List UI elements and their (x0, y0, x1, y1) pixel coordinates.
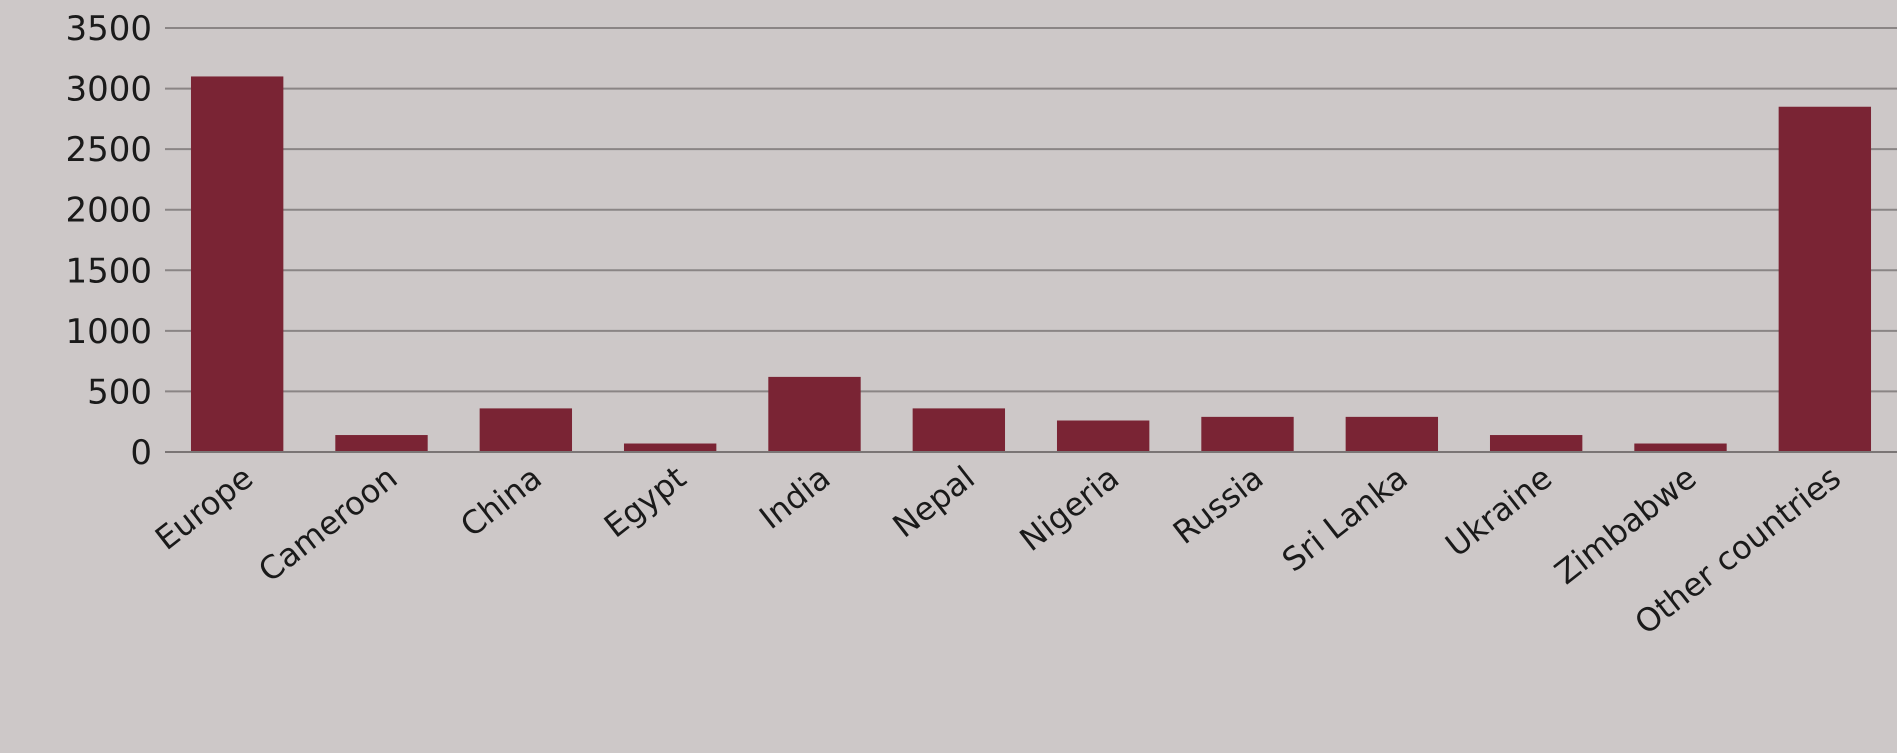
bar-zimbabwe (1634, 443, 1727, 452)
bar-ukraine (1489, 435, 1583, 452)
y-axis-ticks: 0 500 1000 1500 2000 2500 3000 3500 (65, 9, 152, 473)
y-tick-label: 0 (130, 433, 152, 473)
y-tick-label: 1500 (65, 251, 152, 291)
x-tick-label: Nepal (886, 458, 982, 545)
x-tick-label: Sri Lanka (1275, 458, 1415, 579)
bar-europe (190, 76, 284, 452)
bar-india (768, 376, 861, 452)
bar-other-countries (1778, 106, 1872, 452)
y-tick-label: 3500 (65, 9, 152, 49)
x-tick-label: Cameroon (251, 458, 404, 589)
x-tick-label: India (752, 458, 837, 536)
y-tick-label: 2500 (65, 130, 152, 170)
y-tick-label: 500 (87, 372, 152, 412)
x-tick-label: Nigeria (1012, 458, 1126, 558)
bar-egypt (623, 443, 717, 452)
bar-china (479, 408, 573, 452)
y-tick-label: 3000 (65, 70, 152, 110)
bar-sri-lanka (1345, 416, 1439, 452)
bar-cameroon (335, 435, 428, 452)
bar-nepal (912, 408, 1006, 452)
gridlines (165, 27, 1897, 393)
bars (190, 76, 1872, 452)
x-tick-label: Egypt (597, 458, 693, 545)
bar-russia (1201, 416, 1294, 452)
bar-nigeria (1056, 420, 1150, 452)
x-tick-label: Russia (1166, 458, 1270, 551)
y-tick-label: 1000 (65, 312, 152, 352)
y-tick-label: 2000 (65, 191, 152, 231)
x-tick-label: Europe (148, 458, 260, 557)
x-tick-label: China (453, 458, 548, 544)
x-tick-label: Ukraine (1438, 458, 1559, 564)
